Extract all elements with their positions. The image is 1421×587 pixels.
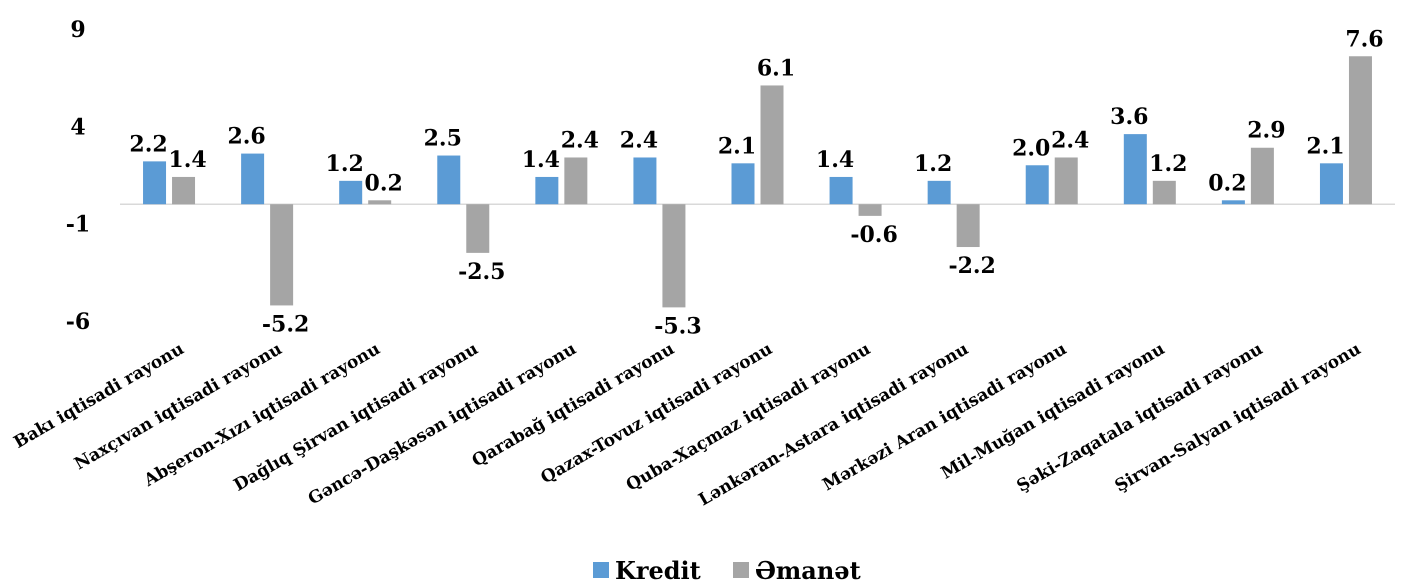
data-label: 1.4	[522, 147, 560, 173]
kredit-bar	[143, 161, 167, 205]
data-label: 2.4	[561, 127, 599, 153]
kredit-bar	[1221, 200, 1245, 205]
emanet-bar	[760, 85, 784, 205]
data-label: 1.4	[168, 147, 206, 173]
y-tick-label: 4	[70, 114, 85, 140]
data-label: -2.2	[948, 253, 995, 279]
emanet-bar	[1152, 180, 1176, 205]
data-label: 2.4	[620, 127, 658, 153]
data-label: 2.6	[227, 124, 265, 150]
emanet-bar	[1348, 56, 1372, 205]
emanet-bar	[1250, 147, 1274, 205]
data-label: 1.4	[816, 147, 854, 173]
kredit-bar	[241, 153, 265, 205]
data-label: 2.5	[424, 126, 462, 152]
kredit-bar	[633, 157, 657, 205]
data-labels: 2.21.42.6-5.21.20.22.5-2.51.42.4 2.4-5.32…	[129, 26, 1383, 339]
data-label: 6.1	[757, 55, 795, 81]
data-label: 1.2	[326, 151, 364, 177]
data-label: 3.6	[1110, 104, 1148, 130]
emanet-bar	[662, 204, 686, 308]
data-label: -5.3	[654, 313, 701, 339]
data-label: 2.1	[718, 133, 756, 159]
data-label: 2.1	[1306, 133, 1344, 159]
data-label: 0.2	[1208, 170, 1246, 196]
kredit-bar	[339, 180, 363, 205]
data-label: 1.2	[914, 151, 952, 177]
kredit-bar	[829, 176, 853, 205]
emanet-bar	[956, 204, 980, 248]
data-label: -2.5	[458, 259, 505, 285]
kredit-bar	[1025, 165, 1049, 205]
data-label: 2.9	[1247, 118, 1285, 144]
kredit-bar	[1123, 134, 1147, 205]
data-label: 2.0	[1012, 135, 1050, 161]
emanet-bar	[368, 200, 392, 205]
kredit-bar	[927, 180, 951, 205]
y-tick-label: -6	[66, 309, 90, 335]
emanet-bar	[172, 176, 196, 205]
emanet-bar	[1054, 157, 1078, 205]
emanet-bar	[270, 204, 294, 306]
data-label: 7.6	[1345, 26, 1383, 52]
legend-swatch	[733, 562, 749, 578]
category-label: Bakı iqtisadi rayonu	[10, 339, 187, 453]
kredit-bar	[1319, 163, 1343, 205]
emanet-bar	[564, 157, 588, 205]
y-axis: 9 4 -1 -6	[66, 17, 90, 335]
data-label: 2.2	[129, 131, 167, 157]
legend-label: Əmanət	[755, 556, 861, 585]
data-label: 1.2	[1149, 151, 1187, 177]
kredit-bar	[731, 163, 755, 205]
bars	[143, 56, 1372, 308]
legend-label: Kredit	[615, 556, 701, 585]
y-tick-label: 9	[70, 17, 85, 43]
data-label: -5.2	[262, 311, 309, 337]
emanet-bar	[858, 204, 882, 216]
legend: Kredit Əmanət	[593, 556, 861, 585]
legend-swatch	[593, 562, 609, 578]
emanet-bar	[466, 204, 490, 253]
y-tick-label: -1	[66, 212, 90, 238]
kredit-bar	[437, 155, 461, 205]
data-label: 0.2	[365, 170, 403, 196]
kredit-bar	[535, 176, 559, 205]
data-label: -0.6	[850, 222, 897, 248]
data-label: 2.4	[1051, 127, 1089, 153]
